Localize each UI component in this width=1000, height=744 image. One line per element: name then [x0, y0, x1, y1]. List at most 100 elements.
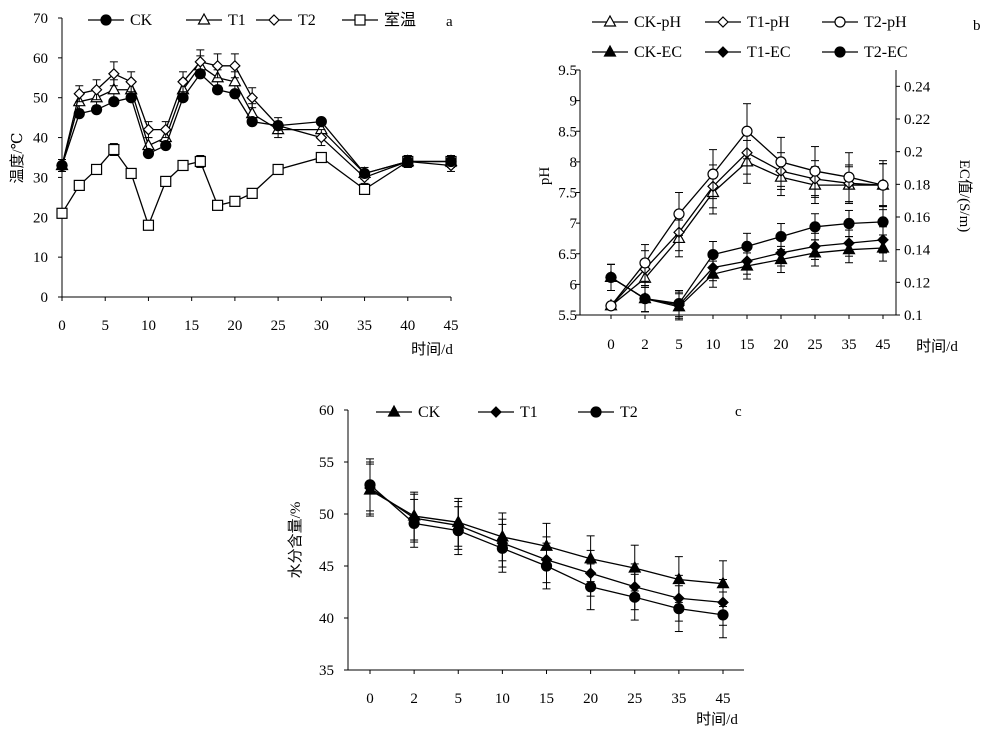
marker-t2: [315, 131, 328, 144]
legend-marker-t1-ec: [717, 46, 729, 58]
panel-b-ytick-right-label: 0.1: [904, 308, 923, 324]
panel-c-xtick-label: 45: [716, 691, 731, 707]
marker-room-temp: [358, 183, 371, 195]
marker-room-temp: [272, 163, 284, 176]
marker-t2-ec: [809, 221, 821, 233]
marker-t2-ph: [809, 165, 821, 177]
panel-b-ytick-left-label: 6.5: [558, 247, 577, 263]
legend-label-room-temp: 室温: [384, 11, 416, 29]
marker-ck: [358, 167, 371, 180]
panel-b-ph-ec-chart: 5.5 6 6.5 7 7.5 8 8.5 9 9.5 0.1 0.12 0.14 0.16 0.18 0…: [537, 14, 981, 355]
panel-b-xtick-label: 45: [876, 337, 891, 353]
legend-marker-t1: [490, 406, 502, 418]
legend-label-t2-ph: T2-pH: [864, 14, 907, 31]
marker-room-temp: [56, 207, 68, 219]
panel-a-ytick-label: 10: [33, 250, 48, 266]
panel-c-xtick-label: 15: [539, 691, 554, 707]
panel-b-xtick-label: 15: [740, 337, 755, 353]
marker-ck: [108, 96, 120, 108]
marker-t2: [108, 67, 120, 80]
panel-c-legend: CK T1 T2: [376, 404, 638, 421]
panel-a-ytick-label: 20: [33, 210, 48, 226]
panel-b-ylabel-right: EC值/(S/m): [956, 160, 973, 233]
series-t2-ph: [605, 103, 889, 312]
panel-b-xtick-label: 25: [808, 337, 823, 353]
legend-marker-ck-ec: [603, 44, 617, 57]
panel-b-ytick-right-label: 0.18: [904, 177, 930, 193]
panel-b-xlabel: 时间/d: [916, 338, 958, 355]
marker-ck: [402, 155, 414, 168]
marker-ck: [272, 120, 284, 132]
marker-ck: [56, 159, 68, 172]
legend-label-t2-ec: T2-EC: [864, 44, 908, 61]
panel-a-ylabel: 温度/℃: [9, 133, 26, 184]
marker-room-temp: [315, 151, 327, 164]
panel-a-xtick-label: 0: [58, 318, 66, 334]
panel-a-ytick-label: 60: [33, 51, 48, 67]
panel-b-ytick-right-label: 0.14: [904, 243, 931, 259]
marker-t2: [246, 91, 259, 104]
marker-t2-ph: [741, 125, 753, 137]
panel-b-xtick-label: 0: [607, 337, 615, 353]
panel-b-ytick-left-label: 7: [570, 216, 578, 232]
marker-room-temp: [90, 163, 103, 176]
marker-t2: [717, 609, 729, 621]
legend-label-t1: T1: [520, 404, 538, 421]
panel-b-ylabel-left: pH: [537, 167, 553, 186]
marker-t2: [364, 479, 376, 491]
panel-b-ytick-left-label: 5.5: [558, 308, 577, 324]
marker-t2: [159, 123, 172, 136]
panel-b-xtick-label: 5: [675, 337, 683, 353]
marker-t1-ec: [775, 247, 787, 259]
marker-room-temp: [125, 167, 137, 180]
legend-label-t1-ec: T1-EC: [747, 44, 791, 61]
panel-b-legend: CK-pH T1-pH T2-pH CK-EC T1-EC T2-EC: [592, 14, 908, 61]
panel-c-ylabel: 水分含量/%: [287, 502, 304, 579]
marker-t2: [585, 581, 597, 593]
legend-marker-ck: [387, 404, 401, 417]
panel-a-legend: CK T1 T2 室温: [88, 11, 416, 29]
marker-t2: [629, 591, 641, 603]
marker-t2: [540, 560, 553, 572]
legend-label-t2: T2: [298, 12, 316, 29]
panel-c-label: c: [735, 404, 742, 420]
marker-t2-ec: [775, 231, 787, 243]
panel-c-xtick-label: 10: [495, 691, 510, 707]
panel-c-ytick-label: 40: [319, 611, 334, 627]
marker-t2-ph: [707, 168, 719, 180]
marker-room-temp: [73, 179, 85, 191]
marker-ck: [315, 116, 327, 128]
marker-ck: [246, 116, 258, 128]
panel-b-ytick-left-label: 9: [570, 94, 578, 110]
legend-marker-t2-ph: [834, 16, 846, 28]
marker-t2-ph: [639, 257, 651, 269]
panel-a-ytick-label: 70: [33, 11, 48, 27]
panel-c-ytick-label: 50: [319, 507, 334, 523]
marker-ck: [212, 84, 224, 96]
legend-label-ck-ec: CK-EC: [634, 44, 682, 61]
marker-t1-ec: [843, 237, 855, 249]
panel-a-xtick-label: 20: [227, 318, 242, 334]
panel-a-xtick-label: 30: [314, 318, 329, 334]
marker-ck: [125, 92, 137, 104]
marker-t2-ph: [843, 171, 855, 183]
panel-b-ytick-left-label: 8: [570, 155, 578, 171]
panel-a-xtick-label: 5: [101, 318, 109, 334]
panel-a-label: a: [446, 14, 453, 30]
legend-marker-t2: [590, 406, 602, 418]
marker-t2-ph: [605, 300, 617, 312]
legend-marker-t2-ec: [834, 46, 846, 58]
panel-a-ytick-label: 50: [33, 91, 48, 107]
series-t2: [364, 458, 729, 639]
marker-t2-ph: [673, 208, 685, 220]
marker-t2-ph: [877, 179, 889, 191]
panel-a-xtick-label: 25: [271, 318, 286, 334]
marker-t2-ec: [707, 248, 719, 261]
panel-b-ytick-right-label: 0.22: [904, 112, 930, 128]
panel-a-xtick-label: 40: [400, 318, 415, 334]
legend-marker-ck-ph: [603, 14, 617, 27]
marker-t2-ec: [741, 240, 753, 252]
